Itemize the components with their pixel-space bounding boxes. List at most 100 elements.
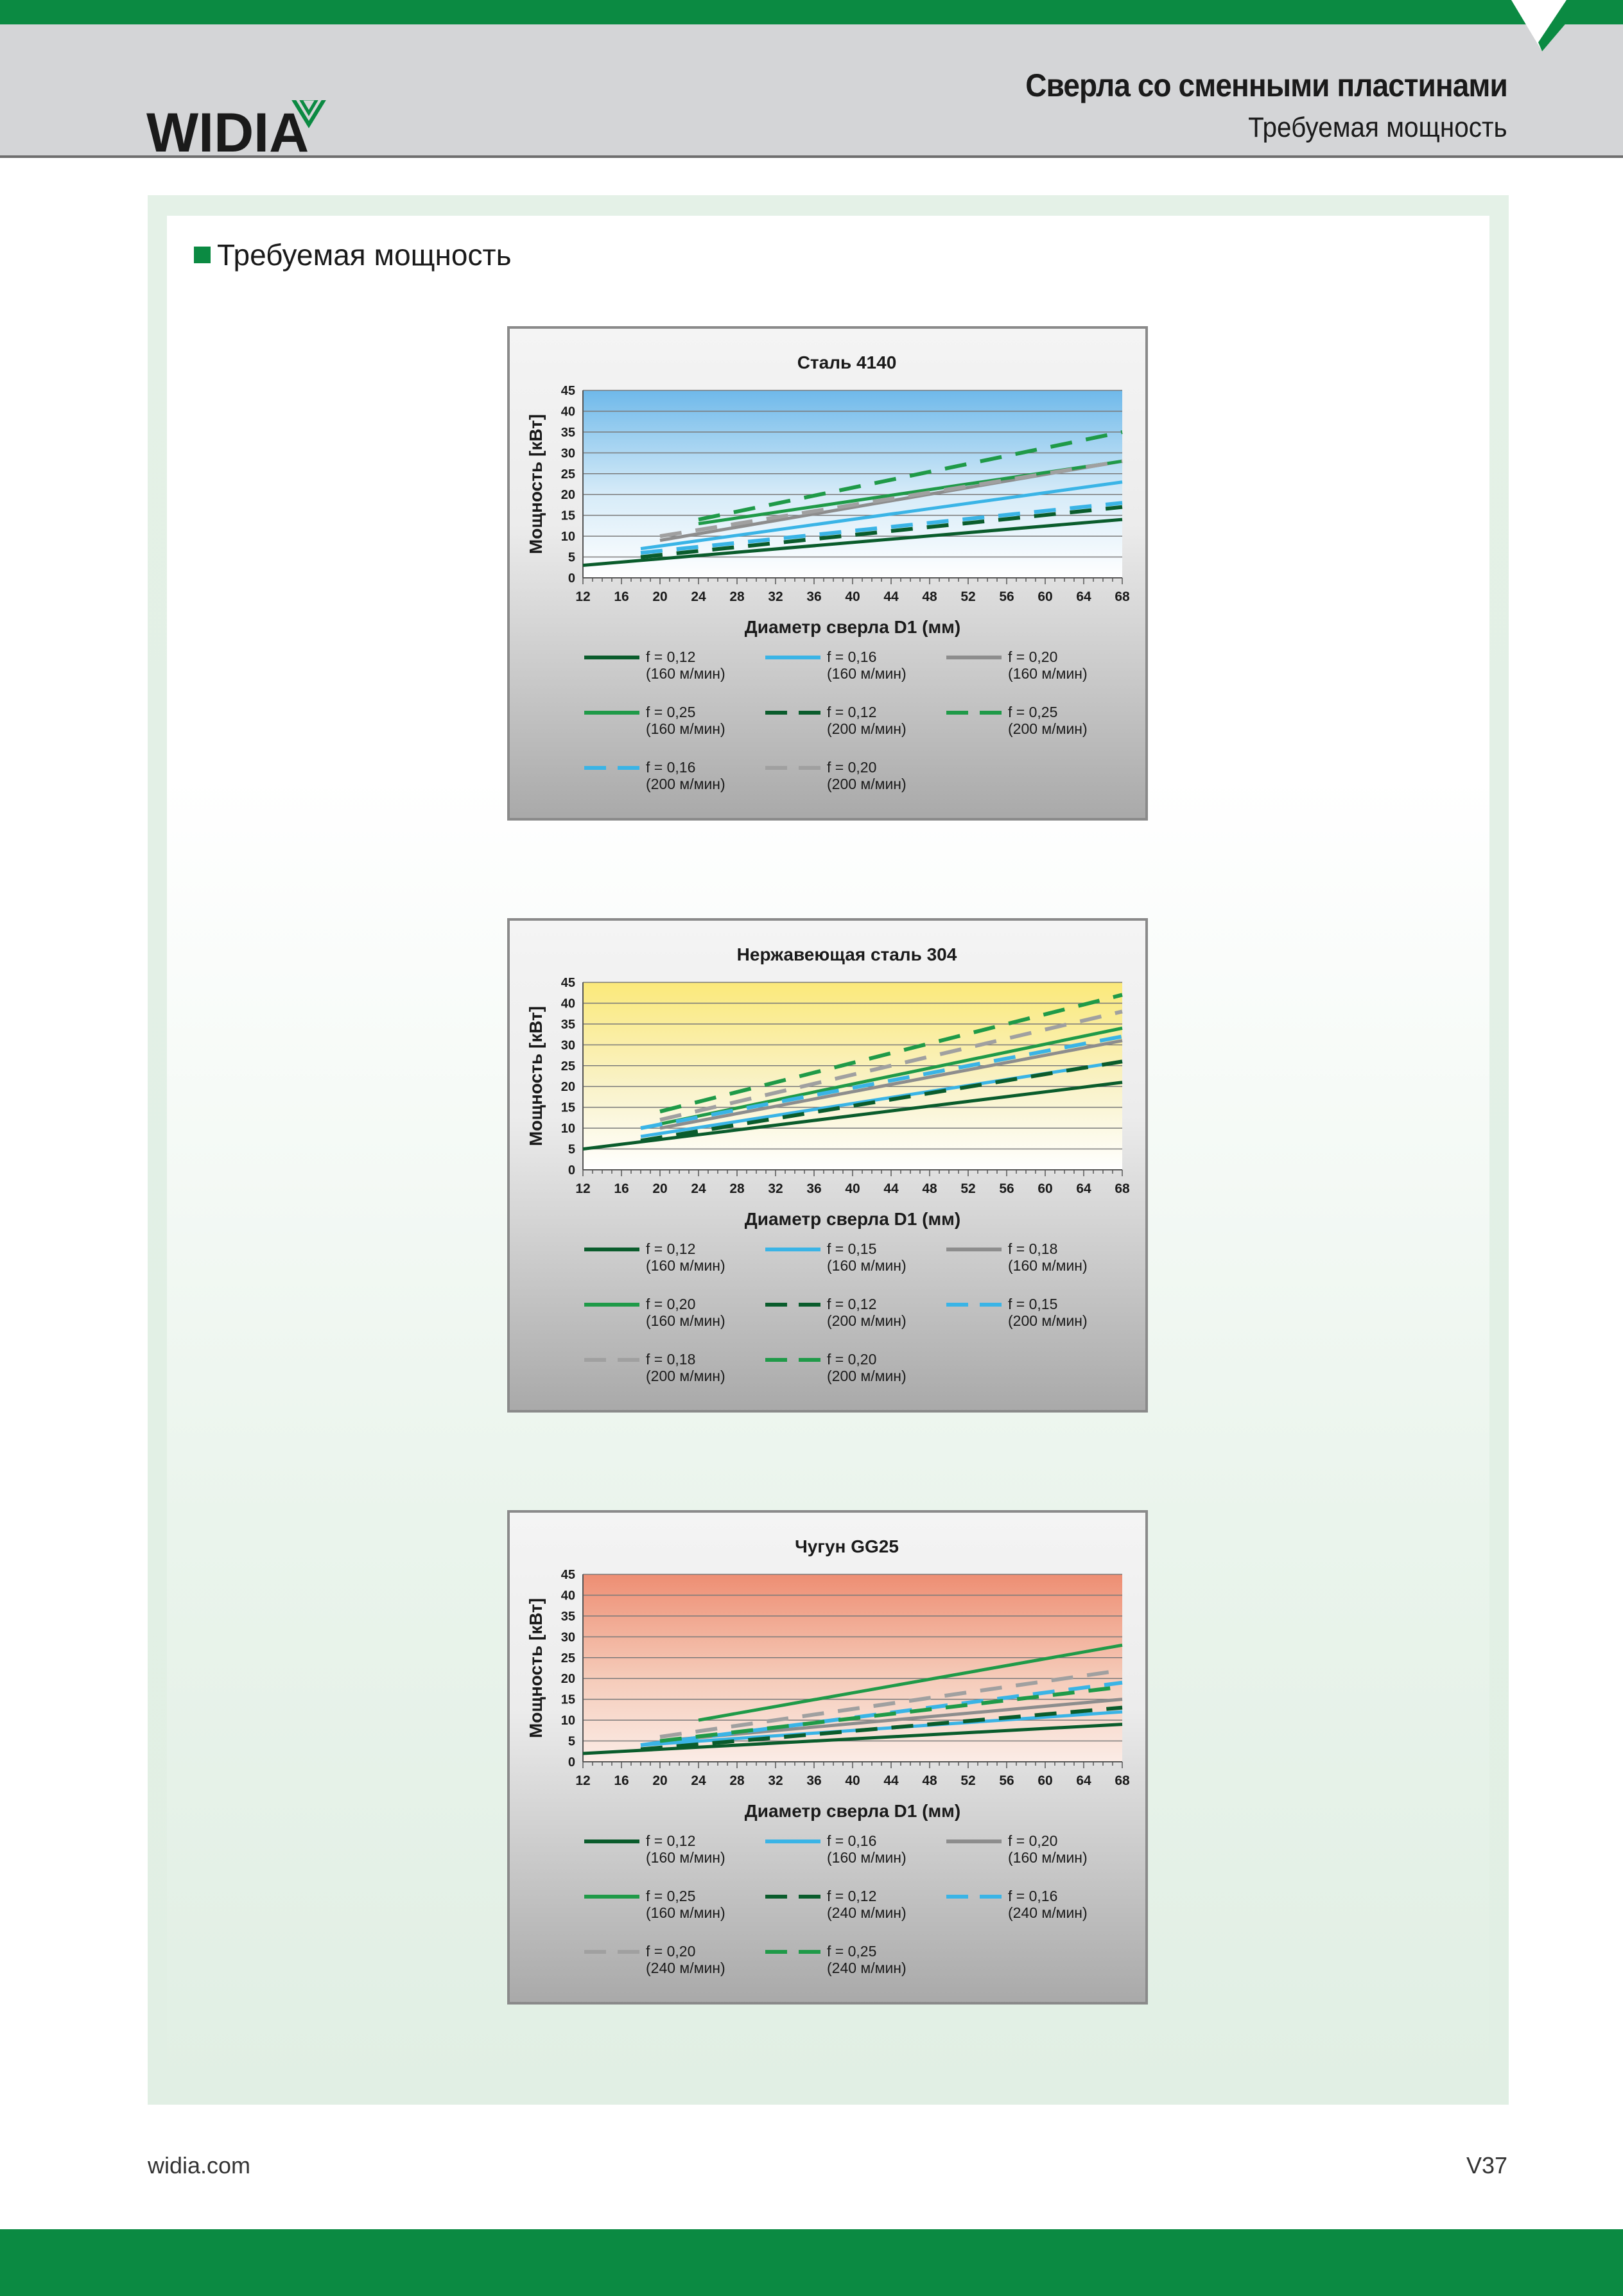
footer-website: widia.com <box>148 2152 251 2179</box>
legend-label: f = 0,16 <box>1008 1888 1057 1904</box>
series-line <box>640 505 1123 559</box>
series-line <box>659 459 1123 543</box>
series-line <box>659 1685 1123 1743</box>
legend-label: f = 0,15 <box>827 1240 876 1257</box>
x-tick-label: 40 <box>845 589 860 604</box>
legend-sublabel: (200 м/мин) <box>646 776 725 792</box>
plot-area <box>583 1574 1122 1762</box>
y-axis-label: Мощность [кВт] <box>526 1006 546 1146</box>
x-tick-label: 60 <box>1037 1181 1052 1196</box>
legend-sublabel: (160 м/мин) <box>646 1312 725 1329</box>
x-tick-label: 48 <box>922 1773 937 1788</box>
legend-label: f = 0,20 <box>1008 1832 1057 1849</box>
x-tick-label: 12 <box>575 1181 590 1196</box>
legend-label: f = 0,12 <box>646 1240 695 1257</box>
series-line <box>640 1034 1123 1131</box>
x-axis-label: Диаметр сверла D1 (мм) <box>745 1209 960 1229</box>
legend-label: f = 0,25 <box>1008 704 1057 720</box>
x-tick-label: 68 <box>1115 1773 1130 1788</box>
section-title: Требуемая мощность <box>217 238 512 272</box>
legend-sublabel: (200 м/мин) <box>1008 720 1088 737</box>
legend-label: f = 0,12 <box>827 704 876 720</box>
widia-logo: WIDIA <box>146 100 326 158</box>
series-line <box>640 480 1123 551</box>
y-tick-label: 40 <box>561 1588 575 1603</box>
top-green-bar <box>0 0 1623 24</box>
y-tick-label: 45 <box>561 384 575 398</box>
x-tick-label: 36 <box>806 1181 821 1196</box>
legend-sublabel: (160 м/мин) <box>1008 1257 1088 1274</box>
chart-title: Чугун GG25 <box>795 1536 899 1556</box>
legend-sublabel: (200 м/мин) <box>646 1368 725 1384</box>
y-tick-label: 0 <box>568 571 575 586</box>
x-tick-label: 52 <box>960 1181 975 1196</box>
y-tick-label: 10 <box>561 530 575 544</box>
x-tick-label: 64 <box>1076 1773 1091 1788</box>
x-tick-label: 44 <box>883 589 899 604</box>
legend-label: f = 0,16 <box>827 648 876 665</box>
footer-page-number: V37 <box>1466 2152 1507 2179</box>
y-tick-label: 10 <box>561 1714 575 1728</box>
legend-label: f = 0,12 <box>646 648 695 665</box>
y-tick-label: 25 <box>561 467 575 482</box>
header-title: Сверла со сменными пластинами <box>1025 67 1508 103</box>
series-line <box>582 1723 1123 1755</box>
x-axis-label: Диаметр сверла D1 (мм) <box>745 617 960 637</box>
y-tick-label: 0 <box>568 1163 575 1178</box>
legend-sublabel: (240 м/мин) <box>646 1960 725 1976</box>
series-line <box>659 1026 1123 1126</box>
legend-label: f = 0,18 <box>646 1351 695 1368</box>
legend-sublabel: (200 м/мин) <box>1008 1312 1088 1329</box>
legend-sublabel: (160 м/мин) <box>1008 1849 1088 1866</box>
x-tick-label: 36 <box>806 589 821 604</box>
legend-label: f = 0,25 <box>646 1888 695 1904</box>
chart-title: Сталь 4140 <box>797 352 897 372</box>
x-tick-label: 56 <box>999 1181 1014 1196</box>
series-line <box>640 1680 1123 1748</box>
legend-label: f = 0,12 <box>827 1888 876 1904</box>
legend-label: f = 0,15 <box>1008 1296 1057 1312</box>
x-tick-label: 36 <box>806 1773 821 1788</box>
series-line <box>659 1039 1123 1130</box>
x-tick-label: 12 <box>575 589 590 604</box>
legend-sublabel: (240 м/мин) <box>1008 1904 1088 1921</box>
legend-label: f = 0,16 <box>827 1832 876 1849</box>
x-tick-label: 40 <box>845 1181 860 1196</box>
bottom-green-bar <box>0 2229 1623 2296</box>
x-tick-label: 28 <box>729 1773 745 1788</box>
x-tick-label: 20 <box>652 589 667 604</box>
x-tick-label: 32 <box>768 589 783 604</box>
corner-chevron-icon <box>1511 0 1586 51</box>
series-line <box>582 1081 1123 1151</box>
y-tick-label: 40 <box>561 404 575 419</box>
series-line <box>640 1705 1123 1752</box>
legend-sublabel: (160 м/мин) <box>646 1849 725 1866</box>
x-tick-label: 20 <box>652 1181 667 1196</box>
x-tick-label: 44 <box>883 1773 899 1788</box>
legend-label: f = 0,20 <box>827 1351 876 1368</box>
legend-sublabel: (200 м/мин) <box>827 776 907 792</box>
x-tick-label: 64 <box>1076 589 1091 604</box>
legend-label: f = 0,20 <box>1008 648 1057 665</box>
legend-sublabel: (160 м/мин) <box>646 665 725 682</box>
legend-label: f = 0,18 <box>1008 1240 1057 1257</box>
legend-label: f = 0,25 <box>827 1943 876 1960</box>
page-header: WIDIA Сверла со сменными пластинами Треб… <box>0 24 1623 158</box>
y-tick-label: 25 <box>561 1059 575 1074</box>
x-tick-label: 16 <box>614 1773 629 1788</box>
chart-title: Нержавеющая сталь 304 <box>737 944 957 964</box>
y-tick-label: 0 <box>568 1755 575 1770</box>
legend-label: f = 0,20 <box>827 759 876 776</box>
series-line <box>640 1059 1123 1143</box>
legend-label: f = 0,16 <box>646 759 695 776</box>
legend-sublabel: (160 м/мин) <box>827 1257 907 1274</box>
series-line <box>640 1710 1123 1747</box>
legend-label: f = 0,20 <box>646 1943 695 1960</box>
logo-text: WIDIA <box>146 102 309 158</box>
x-tick-label: 16 <box>614 589 629 604</box>
legend-sublabel: (160 м/мин) <box>827 1849 907 1866</box>
x-tick-label: 28 <box>729 589 745 604</box>
legend-sublabel: (160 м/мин) <box>1008 665 1088 682</box>
y-tick-label: 35 <box>561 1018 575 1032</box>
x-tick-label: 68 <box>1115 589 1130 604</box>
